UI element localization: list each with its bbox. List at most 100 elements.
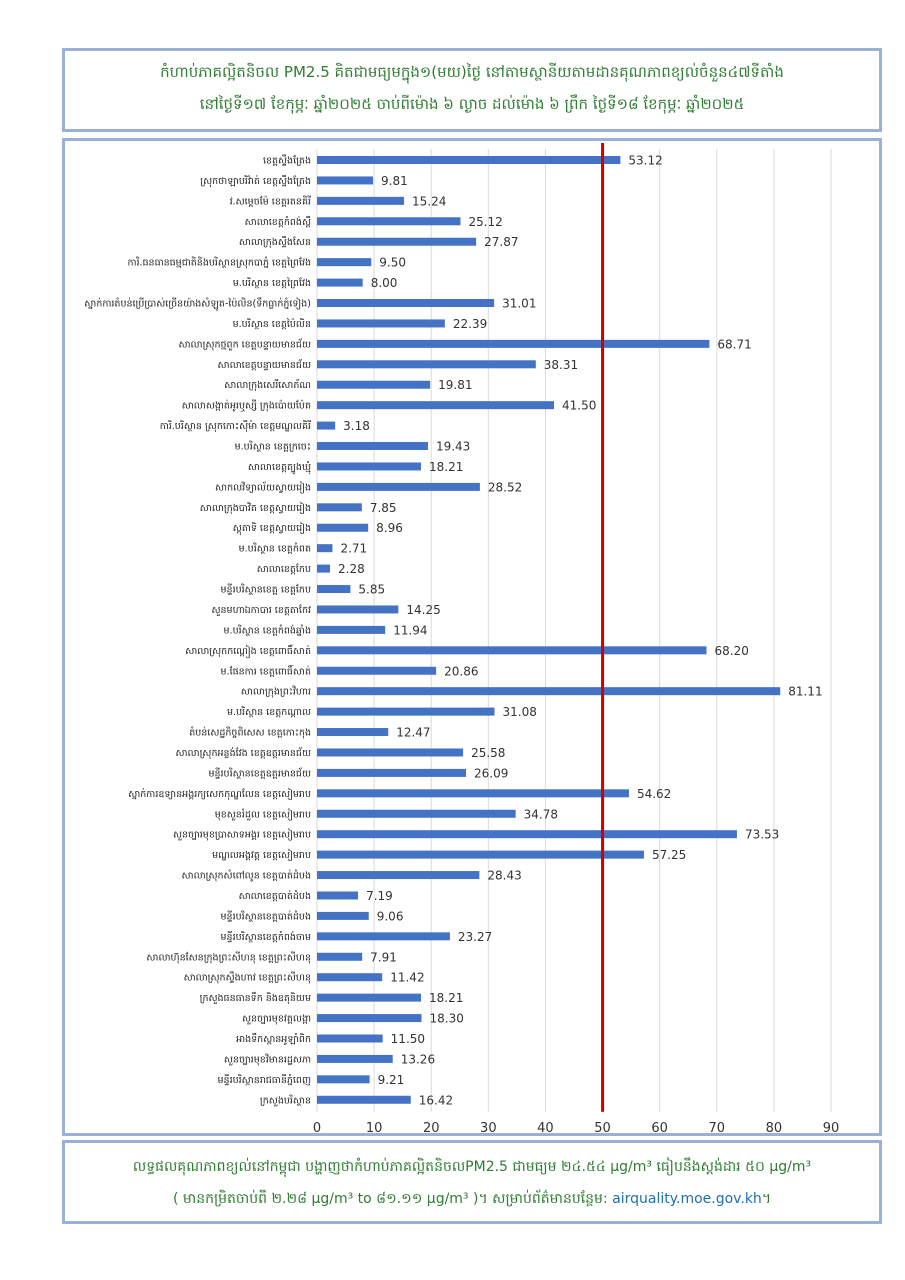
bar xyxy=(317,605,399,614)
category-label: សួនច្បារមុខប្រាសាទអង្គរ ខេត្តសៀមរាប xyxy=(173,828,311,842)
category-label: សាលាស្រុកអន្លង់វែង ខេត្តឧត្តរមានជ័យ xyxy=(175,746,311,760)
summary-line-2: ( មានកម្រិតចាប់ពី ២.២៨ μg/m³ to ៨១.១១ μg… xyxy=(65,1189,879,1210)
bar xyxy=(317,319,445,328)
category-label: ក្រសួងបរិស្ថាន xyxy=(260,1093,311,1107)
category-label: ការិ.បរិស្ថាន ស្រុកកោះស៊ីម៉ា ខេត្តមណ្ឌលគ… xyxy=(160,419,311,433)
category-label: មន្ទីរបរិស្ថានរាជធានីភ្នំពេញ xyxy=(218,1073,311,1086)
x-tick-label: 30 xyxy=(480,1121,497,1133)
bar xyxy=(317,850,644,859)
value-label: 54.62 xyxy=(637,787,671,801)
category-label: ម.បរិស្ថាន ខេត្តកណ្ដាល xyxy=(227,705,311,718)
x-tick-label: 60 xyxy=(651,1121,668,1133)
bar xyxy=(317,380,431,389)
category-label: សាលាស្រុកសំពៅលូន ខេត្តបាត់ដំបង xyxy=(182,869,311,883)
category-label: សាលាខេត្តបាត់ដំបង xyxy=(239,889,311,902)
value-label: 9.21 xyxy=(378,1073,405,1087)
bar xyxy=(317,1095,411,1104)
bar xyxy=(317,809,516,818)
x-tick-label: 40 xyxy=(537,1121,554,1133)
bar xyxy=(317,1054,393,1063)
bar xyxy=(317,1075,370,1084)
website-link[interactable]: airquality.moe.gov.kh xyxy=(612,1191,762,1207)
bar xyxy=(317,176,374,185)
bar xyxy=(317,748,464,757)
category-label: មន្ទីរបរិស្ថានខេត្តកំពង់ចាម xyxy=(221,930,311,943)
value-label: 68.20 xyxy=(714,644,748,658)
bar xyxy=(317,1034,383,1043)
category-label: សាលាក្រុងព្រះវិហារ xyxy=(241,685,311,699)
bar xyxy=(317,830,737,839)
bar xyxy=(317,768,467,777)
value-label: 13.26 xyxy=(401,1052,435,1066)
bar xyxy=(317,482,480,491)
value-label: 20.86 xyxy=(444,664,478,678)
value-label: 18.21 xyxy=(429,991,463,1005)
category-label: សាលាខេត្តត្បូងឃ្មុំ xyxy=(248,460,311,475)
bar xyxy=(317,687,781,696)
value-label: 53.12 xyxy=(628,154,662,168)
value-label: 41.50 xyxy=(562,399,596,413)
bar xyxy=(317,993,421,1002)
category-label: សាលាស្រុកថ្មពួក ខេត្តបន្ទាយមានជ័យ xyxy=(179,337,312,351)
category-label: ស្រុកថាឡាបរិវ៉ាត់ ខេត្តស្ទឹងត្រែង xyxy=(200,174,311,188)
bar xyxy=(317,728,389,737)
category-label: សាលាហ៊ុនសែនក្រុងព្រះសីហនុ ខេត្តព្រះសីហនុ xyxy=(146,950,311,964)
category-label: សួនច្បារមុខវត្តលង្កា xyxy=(242,1014,311,1026)
bar xyxy=(317,217,461,226)
bar xyxy=(317,462,421,471)
value-label: 28.43 xyxy=(487,869,521,883)
category-label: ម.បរិស្ថាន ខេត្តព្រៃវែង xyxy=(233,276,311,289)
category-label: សាលាសង្កាត់អូរឬស្សី ក្រុងប៉ោយប៉ែត xyxy=(182,399,311,413)
value-label: 27.87 xyxy=(484,235,518,249)
category-label: ស្នាក់ការតំបន់ប្រើប្រាស់ច្រើនយ៉ាងសំឡូត-ប… xyxy=(84,297,311,312)
value-label: 19.43 xyxy=(436,440,470,454)
x-tick-label: 70 xyxy=(709,1121,726,1133)
summary-end: ។ xyxy=(761,1191,772,1207)
footer-box: លទ្ធផលគុណភាពខ្យល់នៅកម្ពុជា បង្ហាញថាកំហាប… xyxy=(62,1140,882,1224)
bar xyxy=(317,278,363,287)
value-label: 57.25 xyxy=(652,848,686,862)
category-label: មន្ទីរបរិស្ថានខេត្តឧត្តរមានជ័យ xyxy=(208,766,311,779)
bar xyxy=(317,360,536,369)
value-label: 5.85 xyxy=(358,583,385,597)
category-label: សាលាខេត្តបន្ទាយមានជ័យ xyxy=(218,358,311,371)
chart-box: ខេត្តស្ទឹងត្រែង 53.12 ស្រុកថាឡាបរិវ៉ាត់ ខេ… xyxy=(62,138,882,1136)
bar xyxy=(317,237,477,246)
value-label: 16.42 xyxy=(419,1093,453,1107)
category-label: សាលាខេត្តកែប xyxy=(257,563,311,575)
category-label: សួនច្បារមុខវិមានរដ្ឋសភា xyxy=(224,1052,311,1066)
category-label: សាលាក្រុងបាវិត ខេត្តស្វាយរៀង xyxy=(200,501,311,515)
value-label: 14.25 xyxy=(406,603,440,617)
bar xyxy=(317,523,369,532)
value-label: 8.00 xyxy=(371,276,398,290)
category-label: ម.បរិស្ថាន ខេត្តប៉ៃលិន xyxy=(233,317,311,330)
category-label: ម.បរិស្ថាន ខេត្តកំពត xyxy=(239,542,311,555)
value-label: 68.71 xyxy=(717,337,751,351)
category-label: ស្នាក់ការឧទ្យានអង្គរក្យសេកកុណ្ឌលែន ខេត្ត… xyxy=(128,787,311,801)
x-tick-label: 20 xyxy=(423,1121,440,1133)
bar xyxy=(317,952,363,961)
value-label: 9.06 xyxy=(377,909,404,923)
category-label: សាលាស្រុកស្ទឹងហាវ ខេត្តព្រះសីហនុ xyxy=(184,971,311,985)
bar-chart: ខេត្តស្ទឹងត្រែង 53.12 ស្រុកថាឡាបរិវ៉ាត់ ខេ… xyxy=(84,143,839,1133)
value-label: 25.12 xyxy=(468,215,502,229)
bar xyxy=(317,911,369,920)
category-label: សាលាក្រុងស្ទឹងសែន xyxy=(239,235,311,249)
bar xyxy=(317,789,629,798)
category-label: ក្រសួងធនធានទឹក និងឧតុនិយម xyxy=(200,991,311,1005)
value-label: 81.11 xyxy=(788,685,822,699)
value-label: 9.81 xyxy=(381,174,408,188)
value-label: 2.28 xyxy=(338,562,365,576)
bar xyxy=(317,258,372,267)
value-label: 38.31 xyxy=(544,358,578,372)
category-label: ការិ.ធនធានធម្មជាតិនិងបរិស្ថានស្រុកបាភ្នំ… xyxy=(127,256,311,270)
bar xyxy=(317,196,405,205)
category-label: ម.បរិស្ថាន ខេត្តកំពង់ឆ្នាំង xyxy=(224,623,311,636)
bar xyxy=(317,401,555,410)
category-label: សាកលវិទ្យាល័យស្វាយរៀង xyxy=(215,480,311,494)
category-label: សាលាក្រុងសេរីសោភ័ណ xyxy=(224,378,311,392)
value-label: 3.18 xyxy=(343,419,370,433)
value-label: 31.08 xyxy=(503,705,537,719)
value-label: 22.39 xyxy=(453,317,487,331)
bar xyxy=(317,421,336,430)
